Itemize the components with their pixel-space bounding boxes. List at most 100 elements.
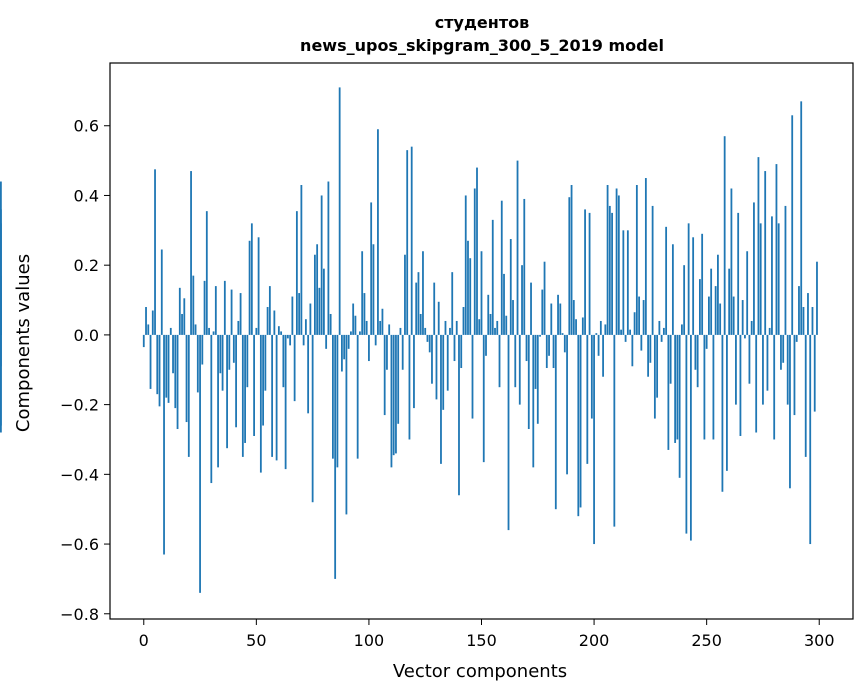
y-tick-label: 0.6	[74, 117, 99, 136]
bar	[316, 244, 319, 335]
bar	[149, 334, 152, 389]
bar	[530, 282, 532, 335]
bar	[210, 334, 213, 484]
bar	[692, 237, 695, 335]
bar	[190, 171, 192, 335]
bar	[289, 334, 292, 346]
y-tick-label: −0.4	[60, 465, 99, 484]
y-tick-label: −0.6	[60, 535, 99, 554]
bar	[205, 211, 208, 335]
bar	[593, 334, 595, 545]
bar	[588, 212, 591, 335]
bar	[532, 334, 535, 468]
bar	[331, 334, 334, 459]
bar	[730, 188, 733, 335]
x-tick-label: 200	[579, 631, 610, 650]
bar	[334, 334, 337, 579]
bar	[437, 301, 440, 335]
bar	[217, 334, 219, 468]
bar	[397, 334, 400, 424]
bar	[602, 334, 604, 377]
bar	[464, 195, 467, 335]
bar	[163, 334, 165, 555]
bar	[257, 237, 260, 335]
bar	[154, 169, 156, 335]
bar	[710, 268, 713, 335]
bar	[685, 334, 688, 534]
bar	[284, 334, 287, 470]
bar	[160, 249, 163, 335]
bar	[253, 334, 255, 436]
x-tick-label: 100	[354, 631, 385, 650]
bar	[194, 324, 197, 335]
bar	[0, 209, 2, 335]
bar	[802, 307, 805, 335]
bar	[590, 334, 593, 419]
bar	[748, 334, 751, 384]
bar	[494, 327, 496, 335]
bar	[226, 334, 228, 449]
bar	[192, 275, 195, 335]
bar	[811, 307, 814, 335]
bar	[388, 324, 391, 335]
bar	[460, 334, 463, 369]
bar	[203, 280, 206, 335]
bar	[800, 101, 803, 335]
bar	[275, 334, 278, 461]
bar	[458, 334, 460, 496]
bar	[566, 334, 568, 475]
bar	[656, 334, 659, 398]
bar	[766, 334, 769, 391]
x-tick-label: 50	[246, 631, 266, 650]
bar	[512, 300, 514, 335]
bar	[489, 313, 492, 335]
bar	[422, 251, 424, 335]
bar	[647, 334, 650, 377]
bar	[395, 334, 397, 454]
bar	[212, 331, 215, 335]
bar	[714, 286, 717, 335]
bar	[500, 200, 503, 335]
bar	[282, 334, 285, 388]
bar	[755, 334, 758, 433]
bar	[721, 334, 724, 492]
bar	[446, 334, 449, 391]
bar	[374, 334, 377, 346]
bar	[399, 327, 402, 335]
bar	[757, 157, 760, 335]
bar	[381, 308, 384, 335]
bar	[262, 334, 265, 426]
bar	[428, 334, 431, 353]
bar	[701, 233, 704, 335]
bar	[246, 334, 249, 388]
bar	[561, 333, 564, 335]
bar	[807, 293, 809, 335]
bar	[680, 324, 683, 335]
bar	[507, 334, 510, 531]
bar	[712, 334, 715, 440]
bar	[570, 185, 573, 335]
bar	[640, 334, 643, 351]
bar	[552, 334, 555, 369]
bar	[473, 188, 476, 335]
bar	[798, 286, 800, 335]
bar	[433, 282, 436, 335]
bar	[514, 334, 517, 388]
bar	[723, 136, 726, 335]
bar	[498, 334, 501, 388]
bar	[336, 334, 339, 468]
bar	[230, 289, 233, 335]
y-tick-label: 0.4	[74, 186, 99, 205]
bar	[167, 334, 170, 403]
bar	[343, 334, 346, 360]
bar	[550, 303, 553, 335]
bar	[793, 334, 796, 416]
bar	[300, 185, 303, 335]
bar	[325, 334, 328, 349]
bar	[644, 178, 647, 335]
bar	[219, 334, 222, 374]
bar	[482, 334, 485, 463]
bar	[214, 286, 217, 335]
x-tick-label: 150	[466, 631, 497, 650]
